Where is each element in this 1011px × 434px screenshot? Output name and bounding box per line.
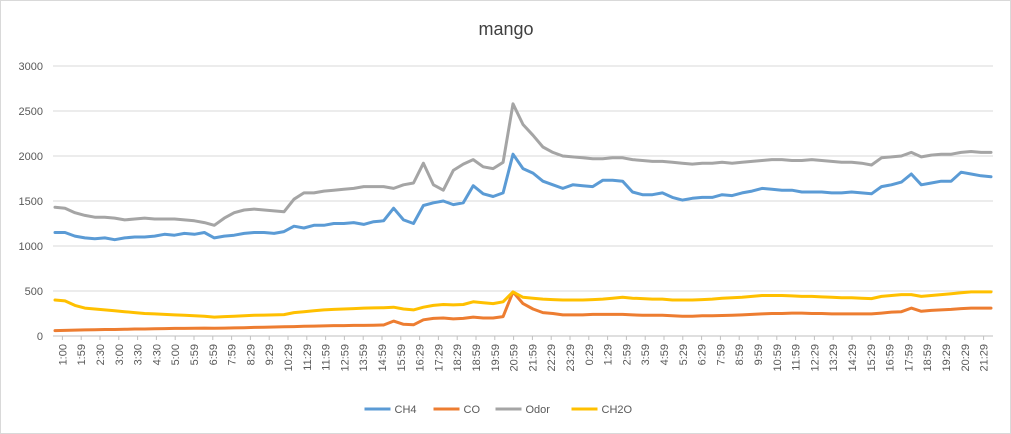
x-tick-label: 5:29 <box>678 344 690 365</box>
x-tick-label: 19:59 <box>490 344 502 372</box>
x-tick-label: 17:29 <box>433 344 445 372</box>
series-line-co <box>53 290 993 333</box>
x-tick-label: 23:29 <box>565 344 577 372</box>
x-tick-label: 1:59 <box>76 344 88 365</box>
x-tick-label: 20:29 <box>960 344 972 372</box>
x-tick-label: 1:00 <box>57 344 69 365</box>
x-tick-label: 13:29 <box>828 344 840 372</box>
x-tick-label: 1:29 <box>603 344 615 365</box>
x-tick-label: 15:29 <box>866 344 878 372</box>
x-tick-label: 2:59 <box>621 344 633 365</box>
axes: 0 500 1000 1500 2000 2500 3000 1:00 1:59 2:30 3:00… <box>19 61 993 372</box>
x-tick-label: 6:29 <box>697 344 709 365</box>
x-tick-label: 4:30 <box>151 344 163 365</box>
x-tick-label: 17:59 <box>903 344 915 372</box>
x-tick-label: 7:59 <box>715 344 727 365</box>
x-tick-label: 2:30 <box>95 344 107 365</box>
x-tick-label: 9:59 <box>753 344 765 365</box>
x-tick-label: 3:00 <box>114 344 126 365</box>
x-tick-label: 16:29 <box>415 344 427 372</box>
x-tick-label: 13:59 <box>358 344 370 372</box>
legend-label-ch2o: CH2O <box>602 404 633 416</box>
x-tick-label: 12:59 <box>339 344 351 372</box>
x-tick-label: 18:59 <box>922 344 934 372</box>
y-tick-label: 0 <box>37 331 43 343</box>
x-tick-label: 8:59 <box>734 344 746 365</box>
legend-label-ch4: CH4 <box>395 404 417 416</box>
x-tick-label: 10:59 <box>772 344 784 372</box>
legend-label-odor: Odor <box>526 404 551 416</box>
y-tick-label: 2500 <box>19 106 43 118</box>
y-tick-label: 2000 <box>19 151 43 163</box>
x-tick-label: 6:59 <box>208 344 220 365</box>
x-tick-label: 11:59 <box>791 344 803 371</box>
x-tick-label: 16:59 <box>885 344 897 372</box>
x-tick-label: 22:29 <box>546 344 558 372</box>
x-tick-label: 9:29 <box>264 344 276 365</box>
x-tick-label: 20:59 <box>509 344 521 372</box>
x-tick-label: 3:59 <box>640 344 652 365</box>
y-tick-label: 1000 <box>19 241 43 253</box>
x-tick-label: 11:29 <box>302 344 314 371</box>
x-tick-label: 15:59 <box>396 344 408 372</box>
x-tick-label: 18:59 <box>471 344 483 372</box>
x-tick-label: 5:00 <box>170 344 182 365</box>
x-tick-label: 18:29 <box>452 344 464 372</box>
x-tick-label: 10:29 <box>283 344 295 372</box>
x-tick-label: 19:29 <box>941 344 953 372</box>
x-tick-label: 3:30 <box>133 344 145 365</box>
y-tick-label: 500 <box>25 286 43 298</box>
x-tick-label: 7:59 <box>227 344 239 365</box>
x-tick-label: 0:29 <box>584 344 596 365</box>
series-lines <box>53 102 993 333</box>
x-tick-label: 14:29 <box>847 344 859 372</box>
legend: CH4 CO Odor CH2O <box>364 404 633 416</box>
legend-label-co: CO <box>464 404 481 416</box>
chart-title: mango <box>478 19 533 39</box>
series-line-ch2o <box>53 290 993 319</box>
x-tick-label: 12:29 <box>809 344 821 372</box>
series-line-odor <box>53 102 993 227</box>
x-tick-label: 4:59 <box>659 344 671 365</box>
x-tick-label: 21:29 <box>979 344 991 372</box>
y-tick-label: 1500 <box>19 196 43 208</box>
x-tick-label: 11:59 <box>321 344 333 371</box>
x-tick-label: 8:29 <box>245 344 257 365</box>
y-tick-label: 3000 <box>19 61 43 73</box>
x-tick-label: 14:59 <box>377 344 389 372</box>
gridlines <box>53 65 993 337</box>
x-tick-label: 21:59 <box>527 344 539 372</box>
x-tick-label: 5:59 <box>189 344 201 365</box>
series-line-ch4 <box>53 152 993 242</box>
